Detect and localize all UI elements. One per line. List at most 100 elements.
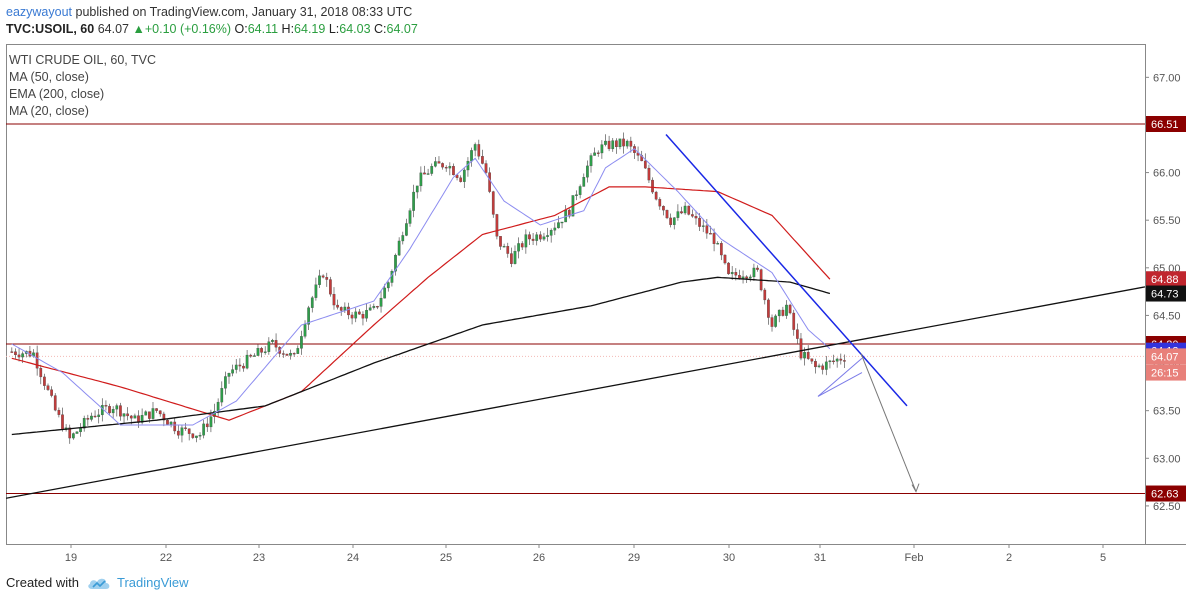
candle-body xyxy=(803,352,806,359)
x-tick-label: 29 xyxy=(628,552,640,564)
candle-body xyxy=(502,246,506,248)
candle-body xyxy=(680,211,683,214)
candle-body xyxy=(430,166,434,174)
legend-ema200[interactable]: EMA (200, close) xyxy=(9,87,105,101)
candle-body xyxy=(423,172,426,175)
candle-body xyxy=(491,191,495,215)
candle-body xyxy=(774,315,777,327)
candle-body xyxy=(676,211,680,218)
candle-body xyxy=(586,165,589,178)
price-label: 64.07 xyxy=(1151,351,1179,363)
author-link[interactable]: eazywayout xyxy=(6,5,73,19)
candle-body xyxy=(546,235,549,237)
candle-body xyxy=(625,140,629,147)
legend-ma20[interactable]: MA (20, close) xyxy=(9,104,89,118)
candle-body xyxy=(281,353,285,355)
candle-body xyxy=(86,418,90,420)
trendline-black-support xyxy=(5,286,1146,499)
candle-body xyxy=(187,428,191,434)
candle-body xyxy=(756,267,759,270)
published-text: published on TradingView.com, January 31… xyxy=(75,5,413,19)
candle-body xyxy=(129,415,133,419)
candle-body xyxy=(39,368,43,378)
candle-body xyxy=(669,217,673,225)
candle-body xyxy=(741,276,745,279)
candle-body xyxy=(151,408,155,419)
price-label-bg xyxy=(1146,485,1186,502)
tradingview-brand-link[interactable]: TradingView xyxy=(116,575,189,590)
candle-body xyxy=(662,205,665,211)
candle-body xyxy=(307,307,311,325)
candle-body xyxy=(347,306,350,316)
candle-body xyxy=(43,376,46,386)
candle-body xyxy=(477,144,481,157)
price-label-bg xyxy=(1146,271,1186,288)
candle-body xyxy=(738,275,741,279)
candle-body xyxy=(245,354,249,369)
candle-body xyxy=(611,140,615,150)
close-value: 64.07 xyxy=(386,22,418,36)
trendline-blue-wedge-lower xyxy=(817,372,863,397)
candle-body xyxy=(437,161,441,164)
candle-body xyxy=(528,234,531,240)
candle-body xyxy=(748,276,752,279)
candle-body xyxy=(97,414,101,418)
candle-body xyxy=(17,354,21,358)
chart-legend: WTI CRUDE OIL, 60, TVC MA (50, close) EM… xyxy=(9,52,156,120)
trendline-blue-wedge-upper xyxy=(817,357,863,397)
legend-ma50[interactable]: MA (50, close) xyxy=(9,70,89,84)
price-chart[interactable]: 67.0066.5066.0065.5065.0064.5064.0063.50… xyxy=(5,44,1186,564)
candle-body xyxy=(698,217,701,227)
candle-body xyxy=(687,205,691,215)
low-value: 64.03 xyxy=(339,22,371,36)
chart-area[interactable]: 67.0066.5066.0065.5065.0064.5064.0063.50… xyxy=(5,44,1186,564)
candle-body xyxy=(383,287,387,299)
candle-body xyxy=(535,234,539,241)
footer: Created with TradingView xyxy=(6,575,189,590)
candle-body xyxy=(46,385,50,390)
candle-body xyxy=(166,419,169,425)
candle-body xyxy=(227,373,231,377)
candle-body xyxy=(93,415,97,418)
candle-body xyxy=(148,411,151,419)
price-label-bg xyxy=(1146,348,1186,365)
candle-body xyxy=(560,221,564,224)
candle-body xyxy=(285,353,289,356)
x-tick-label: Feb xyxy=(905,552,924,564)
candle-body xyxy=(405,223,408,236)
candle-body xyxy=(220,388,224,403)
candle-body xyxy=(553,227,557,231)
candle-body xyxy=(140,415,144,423)
candle-body xyxy=(386,282,390,289)
x-tick-label: 30 xyxy=(723,552,735,564)
candle-body xyxy=(524,234,528,248)
candle-body xyxy=(224,376,227,389)
candle-body xyxy=(119,405,122,417)
candle-body xyxy=(557,222,560,229)
candle-body xyxy=(195,435,198,438)
candle-body xyxy=(350,314,354,319)
candle-body xyxy=(303,324,307,337)
candle-body xyxy=(354,311,358,319)
candle-body xyxy=(828,360,832,363)
candle-body xyxy=(108,406,111,414)
candle-body xyxy=(600,144,604,154)
candle-body xyxy=(629,140,633,147)
candle-body xyxy=(575,194,578,196)
candle-body xyxy=(133,415,137,419)
candle-body xyxy=(651,179,654,193)
candle-body xyxy=(376,306,379,308)
candle-body xyxy=(329,279,332,295)
x-tick-label: 26 xyxy=(533,552,545,564)
candle-body xyxy=(578,186,582,195)
candle-body xyxy=(310,297,314,308)
candle-body xyxy=(433,161,437,167)
candle-body xyxy=(271,340,274,342)
ema200-line xyxy=(11,276,831,436)
candle-body xyxy=(484,163,488,173)
candle-body xyxy=(169,421,173,425)
candle-body xyxy=(61,414,64,430)
candle-body xyxy=(394,254,397,272)
candle-body xyxy=(267,341,271,352)
candle-body xyxy=(104,405,108,407)
